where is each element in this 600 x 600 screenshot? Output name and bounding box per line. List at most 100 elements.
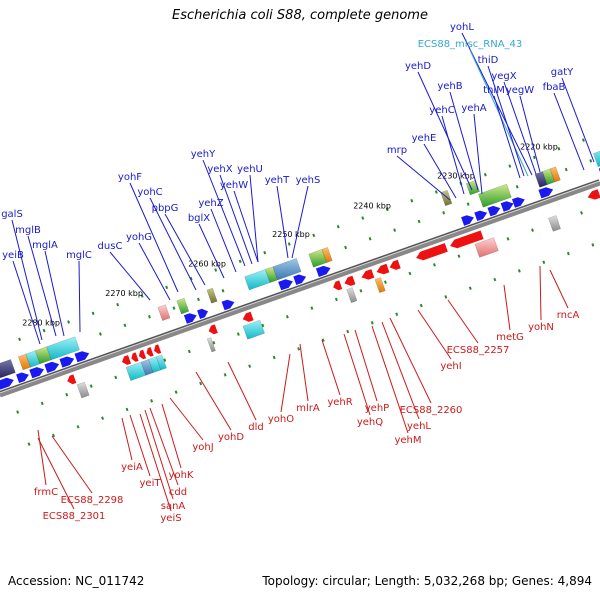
forward-gene-block (272, 258, 302, 281)
leader-line (441, 115, 465, 195)
kbp-label: 2220 kbp (520, 142, 558, 151)
leader-line (161, 403, 182, 469)
reverse-gene-label: yeiS (160, 513, 181, 524)
forward-gene-label: pbpG (152, 203, 179, 214)
tick-mark (312, 233, 316, 238)
forward-gene-block (593, 150, 600, 168)
leader-line (396, 155, 451, 201)
tick-mark (285, 315, 289, 319)
tick-mark (165, 285, 169, 290)
tick-mark (287, 242, 291, 246)
tick-mark (238, 259, 242, 264)
tick-mark (410, 198, 414, 203)
tick-mark (564, 167, 568, 172)
tick-mark (589, 159, 593, 163)
tick-mark (344, 245, 348, 250)
tick-mark (297, 347, 301, 351)
leader-line (144, 409, 174, 500)
reverse-gene-label: yehM (394, 435, 421, 446)
forward-gene-label: yehW (220, 180, 248, 191)
leader-line (78, 260, 81, 333)
reverse-gene-arrow (389, 259, 401, 270)
forward-gene-label: yehT (265, 175, 290, 186)
leader-line (291, 185, 309, 259)
tick-mark (42, 328, 46, 333)
tick-mark (591, 243, 595, 247)
reverse-gene-label: yehR (327, 397, 352, 408)
reverse-gene-arrow (122, 355, 131, 365)
leader-line (417, 71, 473, 191)
forward-gene-label: yehA (461, 103, 486, 114)
kbp-label: 2280 kbp (22, 318, 60, 327)
tick-mark (101, 416, 105, 420)
tick-mark (67, 320, 71, 324)
tick-mark (172, 306, 176, 310)
tick-mark (334, 297, 338, 302)
leader-line (381, 321, 420, 420)
tick-mark (27, 442, 31, 446)
figure-title: Escherichia coli S88, complete genome (172, 8, 428, 23)
forward-gene-label: mglB (15, 225, 41, 236)
tick-mark (557, 146, 561, 151)
reverse-gene-label: ECS88_2257 (447, 345, 510, 356)
reverse-gene-arrow (450, 230, 484, 249)
tick-mark (493, 277, 497, 282)
tick-mark (515, 185, 519, 189)
tick-mark (199, 381, 203, 386)
leader-line (371, 325, 409, 434)
forward-gene-arrow (29, 367, 44, 379)
tick-mark (532, 155, 536, 160)
forward-gene-arrow (183, 313, 197, 324)
leader-line (195, 371, 232, 431)
leader-line (549, 269, 569, 309)
tick-mark (385, 207, 389, 212)
tick-mark (483, 172, 487, 177)
reverse-gene-arrow (208, 324, 218, 335)
leader-line (276, 185, 289, 259)
tick-mark (442, 211, 446, 215)
forward-gene-label: yehE (412, 133, 437, 144)
leader-line (169, 397, 204, 441)
forward-gene-block (478, 183, 512, 208)
reverse-gene-label: yohO (268, 414, 294, 425)
reverse-gene-label: rncA (557, 310, 580, 321)
tick-mark (566, 251, 570, 256)
leader-line (473, 113, 483, 195)
kbp-label: 2270 kbp (105, 289, 143, 298)
forward-gene-block (176, 297, 190, 315)
forward-gene-arrow (74, 351, 90, 363)
leader-line (129, 414, 151, 477)
reverse-gene-arrow (146, 347, 154, 357)
tick-mark (368, 237, 372, 241)
leader-line (249, 174, 259, 263)
tick-mark (393, 228, 397, 232)
forward-gene-arrow (197, 308, 208, 319)
forward-gene-label: yohL (450, 22, 474, 33)
forward-gene-block (0, 359, 16, 379)
forward-gene-label: dusC (98, 241, 123, 252)
reverse-gene-label: yohD (218, 432, 244, 443)
reverse-gene-label: yeiA (121, 462, 143, 473)
leader-line (219, 174, 253, 265)
tick-mark (408, 271, 412, 276)
reverse-gene-label: ECS88_2298 (61, 495, 124, 506)
tick-mark (542, 260, 546, 264)
reverse-gene-arrow (376, 263, 390, 275)
forward-gene-label: galS (1, 209, 23, 220)
leader-line (321, 339, 341, 396)
leader-line (280, 353, 291, 413)
reverse-gene-arrow (587, 189, 600, 200)
reverse-gene-label: metG (496, 332, 524, 343)
forward-gene-label: yohC (137, 187, 162, 198)
forward-gene-block (549, 166, 561, 183)
tick-mark (163, 358, 167, 362)
tick-mark (261, 323, 265, 328)
reverse-gene-arrow (344, 275, 356, 286)
leader-line (44, 250, 65, 337)
forward-gene-label: thiM (483, 85, 505, 96)
tick-mark (212, 341, 216, 345)
leader-line (233, 190, 259, 263)
reverse-gene-block (155, 354, 167, 371)
leader-line (417, 309, 452, 360)
